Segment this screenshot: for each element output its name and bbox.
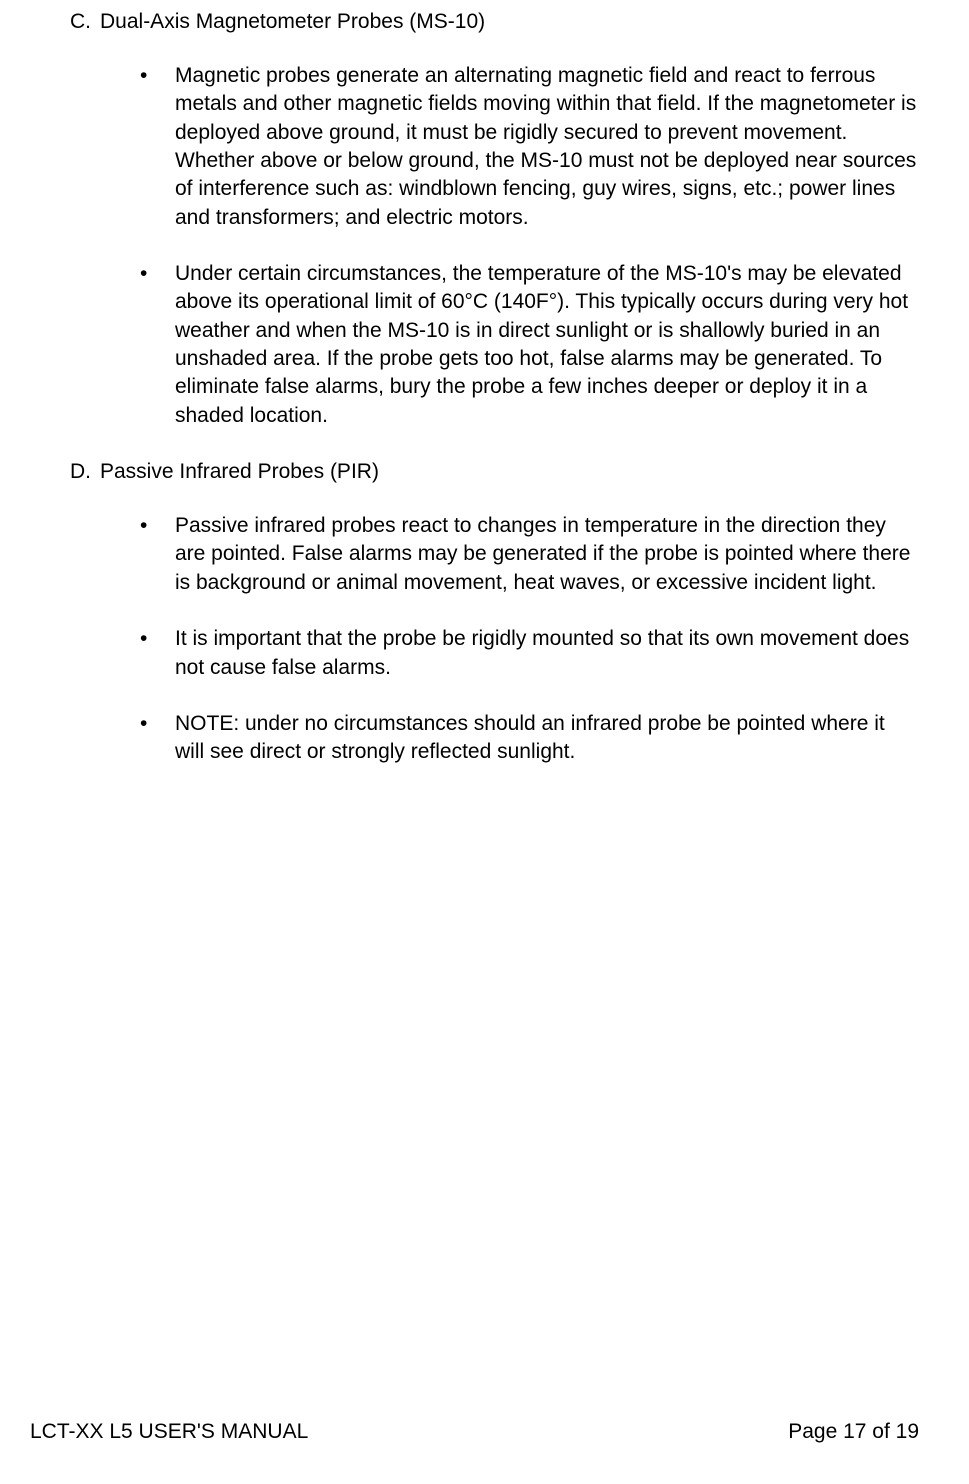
bullet-marker-icon: • — [140, 62, 175, 232]
bullet-list-d: • Passive infrared probes react to chang… — [140, 512, 919, 766]
bullet-marker-icon: • — [140, 710, 175, 767]
bullet-text: It is important that the probe be rigidl… — [175, 625, 919, 682]
list-item: • NOTE: under no circumstances should an… — [140, 710, 919, 767]
page-content: C. Dual-Axis Magnetometer Probes (MS-10)… — [0, 0, 969, 767]
footer-right-text: Page 17 of 19 — [788, 1420, 919, 1444]
list-item: • Under certain circumstances, the tempe… — [140, 260, 919, 430]
list-item: • Passive infrared probes react to chang… — [140, 512, 919, 597]
list-item: • Magnetic probes generate an alternatin… — [140, 62, 919, 232]
section-title: Dual-Axis Magnetometer Probes (MS-10) — [100, 10, 485, 34]
bullet-marker-icon: • — [140, 260, 175, 430]
bullet-text: Passive infrared probes react to changes… — [175, 512, 919, 597]
section-title: Passive Infrared Probes (PIR) — [100, 460, 379, 484]
bullet-text: NOTE: under no circumstances should an i… — [175, 710, 919, 767]
section-letter: D. — [70, 460, 100, 484]
section-letter: C. — [70, 10, 100, 34]
bullet-marker-icon: • — [140, 512, 175, 597]
bullet-list-c: • Magnetic probes generate an alternatin… — [140, 62, 919, 430]
list-item: • It is important that the probe be rigi… — [140, 625, 919, 682]
footer-left-text: LCT-XX L5 USER'S MANUAL — [30, 1420, 308, 1444]
bullet-text: Magnetic probes generate an alternating … — [175, 62, 919, 232]
section-heading-d: D. Passive Infrared Probes (PIR) — [70, 460, 919, 484]
bullet-marker-icon: • — [140, 625, 175, 682]
page-footer: LCT-XX L5 USER'S MANUAL Page 17 of 19 — [30, 1420, 919, 1444]
bullet-text: Under certain circumstances, the tempera… — [175, 260, 919, 430]
section-heading-c: C. Dual-Axis Magnetometer Probes (MS-10) — [70, 10, 919, 34]
